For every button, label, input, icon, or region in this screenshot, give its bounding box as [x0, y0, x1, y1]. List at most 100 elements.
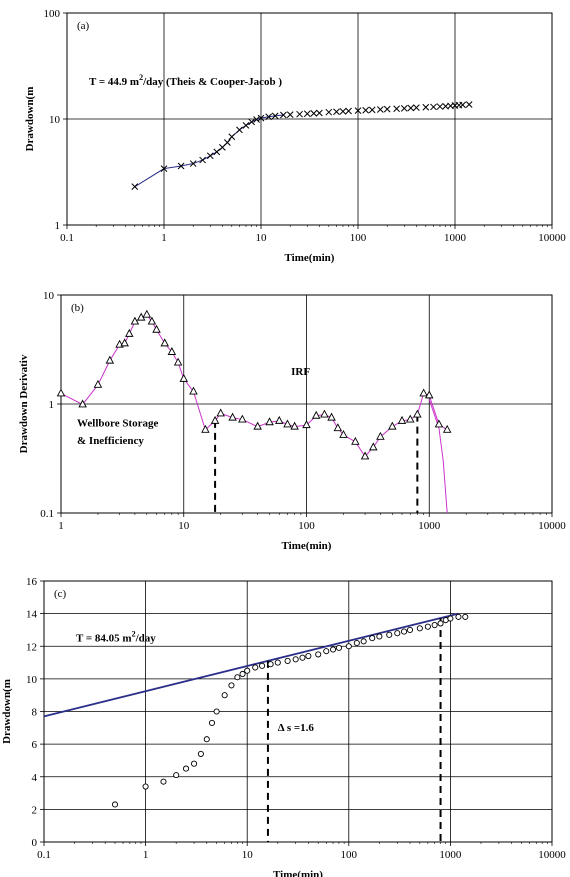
data-point-circle: [387, 632, 392, 637]
data-point-triangle: [131, 318, 138, 325]
data-point-triangle: [389, 423, 396, 430]
data-point-circle: [324, 649, 329, 654]
data-point-circle: [268, 662, 273, 667]
y-tick-label: 1: [49, 399, 55, 411]
data-point-circle: [300, 655, 305, 660]
x-tick-label: 1000: [439, 849, 462, 861]
data-point-triangle: [444, 426, 451, 433]
x-tick-label: 10: [178, 520, 190, 532]
data-point-circle: [259, 663, 264, 668]
data-point-triangle: [175, 359, 182, 366]
wellbore-storage-label: Wellbore Storage: [77, 418, 158, 430]
x-tick-label: 0.1: [37, 849, 51, 861]
data-point-circle: [417, 626, 422, 631]
x-tick-label: 100: [350, 232, 367, 244]
data-point-triangle: [334, 424, 341, 431]
data-point-circle: [370, 635, 375, 640]
data-point-circle: [245, 668, 250, 673]
data-point-triangle: [94, 381, 101, 388]
panel-label: (c): [54, 588, 67, 600]
x-axis-label: Time(min): [273, 869, 323, 877]
x-tick-label: 100: [341, 849, 358, 861]
y-tick-label: 0.1: [40, 508, 54, 520]
y-tick-label: 10: [26, 674, 38, 686]
data-point-circle: [204, 737, 209, 742]
x-tick-label: 10000: [538, 232, 566, 244]
x-tick-label: 1000: [444, 232, 467, 244]
data-point-circle: [432, 622, 437, 627]
panel-label: (b): [71, 302, 84, 314]
data-point-triangle: [414, 411, 421, 418]
data-point-circle: [240, 671, 245, 676]
y-axis-label: Drawdown(m: [1, 679, 13, 744]
data-point-circle: [401, 629, 406, 634]
data-point-circle: [112, 802, 117, 807]
data-point-circle: [407, 627, 412, 632]
data-point-circle: [456, 614, 461, 619]
data-point-circle: [448, 616, 453, 621]
x-axis-label: Time(min): [282, 540, 332, 552]
data-point-circle: [336, 645, 341, 650]
data-point-circle: [463, 614, 468, 619]
transmissivity-annotation: T = 84.05 m2/day: [76, 629, 156, 644]
y-tick-label: 1: [55, 220, 61, 232]
data-point-circle: [143, 784, 148, 789]
data-point-circle: [361, 639, 366, 644]
x-tick-label: 1: [143, 849, 149, 861]
data-point-circle: [285, 658, 290, 663]
panel-b: 1 10 100 1000 10000 0.1 1 10 Time(min) Drawdown D…: [18, 290, 566, 552]
y-axis-label: Drawdown(m: [24, 87, 36, 152]
y-tick-label: 12: [26, 641, 37, 653]
y-tick-label: 14: [26, 609, 38, 621]
data-point-circle: [183, 766, 188, 771]
inefficiency-label: & Inefficiency: [77, 435, 144, 447]
x-tick-label: 1: [161, 232, 167, 244]
data-point-triangle: [321, 411, 328, 418]
x-tick-label: 10: [242, 849, 254, 861]
x-axis-label: Time(min): [285, 252, 335, 264]
data-point-triangle: [153, 326, 160, 333]
transmissivity-annotation: T = 44.9 m2/day (Theis & Cooper-Jacob ): [89, 73, 282, 88]
data-point-circle: [191, 761, 196, 766]
delta-s-label: Δ s =1.6: [278, 722, 315, 734]
data-point-triangle: [58, 389, 65, 396]
panel-label: (a): [77, 20, 90, 32]
data-point-triangle: [202, 426, 209, 433]
data-point-triangle: [420, 389, 427, 396]
data-point-circle: [209, 720, 214, 725]
data-point-triangle: [143, 311, 150, 318]
data-point-circle: [346, 644, 351, 649]
data-point-circle: [253, 665, 258, 670]
y-tick-label: 6: [32, 739, 38, 751]
data-point-circle: [306, 653, 311, 658]
data-point-circle: [174, 773, 179, 778]
data-point-circle: [316, 652, 321, 657]
data-point-circle: [235, 675, 240, 680]
irf-label: IRF: [291, 366, 310, 378]
data-point-circle: [214, 709, 219, 714]
y-tick-label: 10: [43, 290, 55, 302]
y-tick-label: 100: [44, 8, 61, 20]
x-tick-label: 1000: [418, 520, 441, 532]
x-tick-label: 10000: [538, 520, 566, 532]
data-point-circle: [425, 624, 430, 629]
data-point-circle: [293, 657, 298, 662]
data-point-circle: [161, 779, 166, 784]
derivative-tail: [429, 399, 447, 513]
cooper-jacob-fit-line: [44, 614, 458, 717]
data-point-triangle: [217, 409, 224, 416]
x-tick-label: 100: [298, 520, 315, 532]
data-point-circle: [377, 634, 382, 639]
data-point-triangle: [106, 357, 113, 364]
data-point-circle: [438, 621, 443, 626]
data-point-triangle: [352, 438, 359, 445]
panel-a: 0.1 1 10 100 1000 10000110100Time(min)Drawdow…: [24, 8, 566, 264]
y-tick-label: 16: [26, 576, 38, 588]
x-tick-label: 10: [256, 232, 268, 244]
y-tick-label: 10: [49, 114, 61, 126]
data-point-triangle: [180, 375, 187, 382]
x-tick-label: 1: [58, 520, 64, 532]
panel-c: 0.1 1 10 100 1000 100000246810121416Time(min)…: [1, 576, 566, 877]
y-tick-label: 0: [32, 837, 38, 849]
data-point-circle: [198, 751, 203, 756]
